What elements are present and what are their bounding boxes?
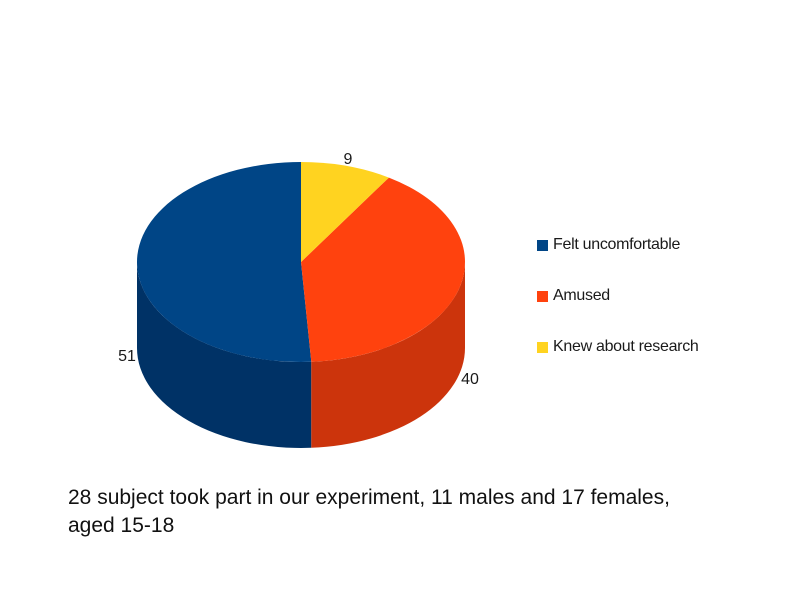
legend-label-amused: Amused: [553, 287, 610, 304]
legend-item-knew-about-research: Knew about research: [537, 338, 699, 356]
legend-swatch-felt-uncomfortable: [537, 239, 548, 251]
legend-item-amused: Amused: [537, 287, 610, 305]
pie-chart: 51 40 9: [118, 151, 479, 448]
data-label-amused: 40: [461, 371, 479, 388]
pie-side-amused: [311, 262, 465, 448]
data-label-knew-about-research: 9: [344, 151, 353, 168]
pie-slice-felt-uncomfortable: [136, 162, 312, 362]
caption-text: 28 subject took part in our experiment, …: [68, 486, 670, 537]
data-label-felt-uncomfortable: 51: [118, 348, 136, 365]
pie-tops: [136, 162, 466, 362]
legend-label-knew-about-research: Knew about research: [553, 338, 699, 355]
pie-data-labels: 51 40 9: [118, 151, 479, 388]
legend-label-felt-uncomfortable: Felt uncomfortable: [553, 236, 681, 253]
legend-swatch-amused: [537, 290, 548, 302]
pie-sides: [137, 262, 465, 448]
legend-item-felt-uncomfortable: Felt uncomfortable: [537, 236, 680, 254]
pie-slice-knew-about-research: [301, 162, 389, 262]
pie-slice-amused: [301, 177, 466, 362]
legend-swatch-knew-about-research: [537, 341, 548, 353]
pie-side-felt-uncomfortable: [137, 262, 312, 448]
